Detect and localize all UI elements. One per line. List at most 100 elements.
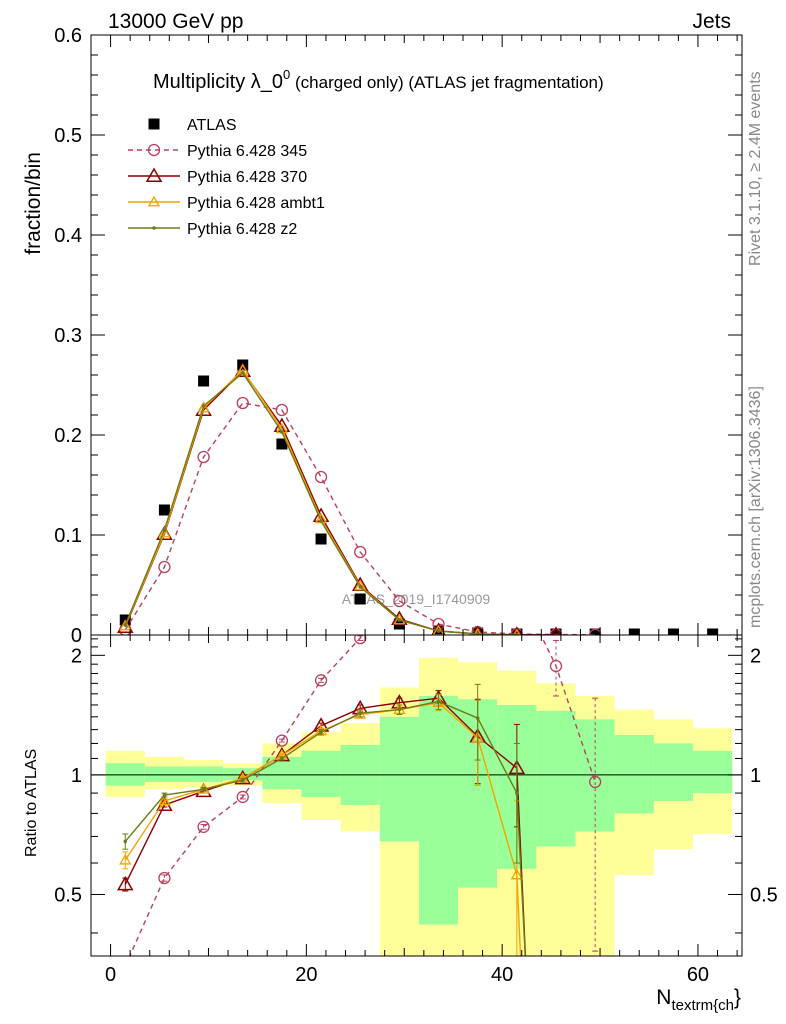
uncertainty-bands bbox=[105, 657, 733, 956]
legend-label: Pythia 6.428 345 bbox=[187, 143, 307, 160]
main-y-tick-label: 0.6 bbox=[54, 25, 82, 47]
data-point bbox=[511, 628, 523, 635]
ratio-y-tick-label-right: 0.5 bbox=[750, 884, 778, 906]
legend-marker bbox=[147, 143, 161, 157]
x-axis-label: Ntextrm{ch} bbox=[656, 986, 741, 1014]
data-point bbox=[276, 438, 288, 450]
header-jets-label: Jets bbox=[692, 10, 731, 33]
ratio-point bbox=[515, 791, 519, 795]
inner-band-bin bbox=[301, 750, 341, 797]
ratio-point bbox=[236, 790, 249, 804]
ratio-y-axis-label: Ratio to ATLAS bbox=[23, 749, 40, 857]
legend-label: Pythia 6.428 370 bbox=[187, 169, 307, 186]
mc-point bbox=[397, 618, 402, 622]
x-axis-label-suffix: } bbox=[734, 986, 741, 1009]
main-series-group bbox=[116, 359, 719, 635]
data-point bbox=[589, 628, 601, 635]
mc-point bbox=[197, 401, 210, 413]
ratio-y-tick-label-right: 1 bbox=[750, 765, 761, 787]
legend-entry: Pythia 6.428 ambt1 bbox=[128, 195, 325, 212]
data-point bbox=[628, 628, 640, 635]
main-y-tick-label: 0.3 bbox=[54, 325, 82, 347]
inner-band-bin bbox=[184, 766, 224, 782]
ratio-point bbox=[549, 659, 563, 673]
ratio-point bbox=[240, 778, 245, 782]
inner-band-bin bbox=[653, 743, 694, 801]
mc-point bbox=[236, 396, 249, 410]
mc-point bbox=[511, 626, 522, 635]
mc-point bbox=[354, 545, 367, 559]
mc-point bbox=[158, 526, 171, 538]
inner-band-bin bbox=[536, 710, 576, 847]
main-title: Multiplicity λ_00 (charged only) (ATLAS … bbox=[153, 67, 604, 93]
side-rivet-label: Rivet 3.1.10, ≥ 2.4M events bbox=[747, 71, 764, 266]
main-y-tick-label: 0.4 bbox=[54, 225, 82, 247]
ratio-point bbox=[475, 716, 480, 720]
inner-band-bin bbox=[693, 750, 733, 794]
ratio-point bbox=[119, 853, 132, 865]
legend-marker bbox=[148, 118, 160, 130]
mc-point bbox=[393, 613, 406, 625]
x-tick-label: 20 bbox=[295, 964, 317, 986]
legend-entry: Pythia 6.428 370 bbox=[128, 167, 307, 186]
ratio-series-line bbox=[124, 700, 526, 956]
main-y-tick-label: 0 bbox=[71, 625, 82, 647]
ratio-y-tick-label: 2 bbox=[71, 645, 82, 667]
mc-point bbox=[436, 629, 441, 633]
main-title-text: Multiplicity λ_0 bbox=[153, 71, 283, 93]
ratio-point bbox=[273, 746, 291, 762]
mc-point bbox=[197, 450, 210, 464]
ratio-point bbox=[319, 730, 323, 735]
data-point bbox=[667, 628, 679, 635]
legend-label: Pythia 6.428 z2 bbox=[187, 221, 297, 238]
main-title-sup: 0 bbox=[283, 67, 290, 82]
mc-point bbox=[162, 528, 167, 532]
mc-point bbox=[358, 585, 363, 589]
ratio-point bbox=[358, 711, 363, 715]
x-axis-label-main: N bbox=[656, 986, 671, 1009]
ratio-point bbox=[197, 820, 210, 833]
ratio-y-tick-label-right: 2 bbox=[750, 645, 761, 667]
ratio-y-tick-label: 1 bbox=[71, 765, 82, 787]
mc-point bbox=[119, 619, 132, 631]
inner-band-bin bbox=[418, 695, 459, 925]
inner-band-bin bbox=[144, 766, 184, 782]
legend-entry: ATLAS bbox=[148, 117, 237, 134]
inner-band-bin bbox=[262, 756, 302, 790]
data-point bbox=[707, 628, 719, 635]
mc-point bbox=[280, 430, 284, 434]
ratio-point bbox=[275, 734, 289, 747]
ratio-point bbox=[397, 707, 402, 712]
ratio-point bbox=[314, 674, 328, 687]
ratio-y-tick-label: 0.5 bbox=[54, 884, 82, 906]
x-tick-label: 40 bbox=[491, 964, 513, 986]
data-point bbox=[198, 375, 210, 387]
main-y-tick-label: 0.2 bbox=[54, 425, 82, 447]
ratio-point bbox=[280, 756, 284, 761]
main-y-tick-label: 0.5 bbox=[54, 125, 82, 147]
mc-point bbox=[475, 632, 480, 635]
x-axis-label-sub: textrm{ch bbox=[671, 997, 734, 1014]
mc-point bbox=[275, 403, 289, 417]
axis-ticks: 0 20 40 60 0 0.1 0.2 0.3 0.4 0.5 0.6 0.5 0.5 1 1 2 2 bbox=[54, 25, 778, 986]
ratio-point bbox=[201, 787, 206, 792]
ratio-point bbox=[436, 699, 441, 704]
ratio-point bbox=[510, 868, 523, 880]
ratio-point bbox=[116, 875, 134, 891]
x-tick-label: 0 bbox=[105, 964, 116, 986]
mc-point bbox=[201, 404, 206, 408]
ratio-point bbox=[589, 775, 602, 789]
legend-label: ATLAS bbox=[187, 117, 237, 134]
main-title-suffix: (charged only) (ATLAS jet fragmentation) bbox=[290, 73, 603, 92]
header-energy-label: 13000 GeV pp bbox=[108, 10, 243, 33]
mc-point bbox=[393, 594, 406, 608]
mc-point bbox=[240, 371, 245, 375]
mc-point bbox=[123, 623, 128, 627]
side-mcplots-label: mcplots.cern.ch [arXiv:1306.3436] bbox=[747, 386, 764, 628]
mc-point bbox=[551, 626, 561, 635]
legend-marker bbox=[145, 167, 163, 182]
mc-point bbox=[515, 632, 519, 635]
data-point bbox=[472, 627, 484, 635]
ratio-point bbox=[123, 839, 128, 844]
